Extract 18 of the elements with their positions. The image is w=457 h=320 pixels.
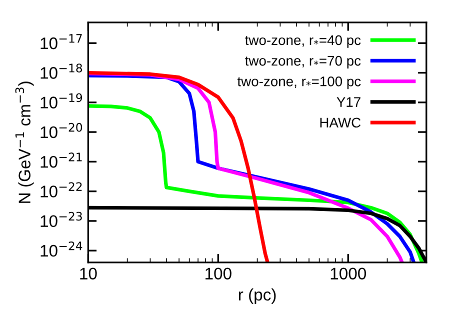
y-tick-label: 10$^{−24}$	[40, 241, 82, 257]
x-tick-label: 10	[80, 268, 97, 280]
y-axis-title: N (GeV$^{−1}$ cm$^{−3}$)	[15, 82, 34, 203]
y-tick-label: 10$^{−18}$	[40, 64, 82, 79]
x-axis-title: r (pc)	[238, 288, 276, 304]
legend-label: HAWC	[320, 118, 361, 128]
y-tick-label: 10$^{−20}$	[40, 122, 82, 138]
y-tick-label: 10$^{−21}$	[40, 152, 82, 168]
y-tick-label: 10$^{−22}$	[40, 182, 82, 198]
x-tick-label: 100	[206, 268, 232, 280]
x-tick-label: 1000	[330, 268, 366, 280]
legend-label: two-zone, r$_{*}$=100 pc	[237, 76, 361, 90]
y-tick-label: 10$^{−17}$	[40, 34, 82, 50]
y-tick-label: 10$^{−23}$	[40, 212, 82, 228]
y-tick-label: 10$^{−19}$	[40, 93, 82, 108]
legend-label: two-zone, r$_{*}$=40 pc	[245, 35, 361, 48]
legend-label: two-zone, r$_{*}$=70 pc	[245, 56, 361, 68]
legend-label: Y17	[336, 97, 360, 107]
